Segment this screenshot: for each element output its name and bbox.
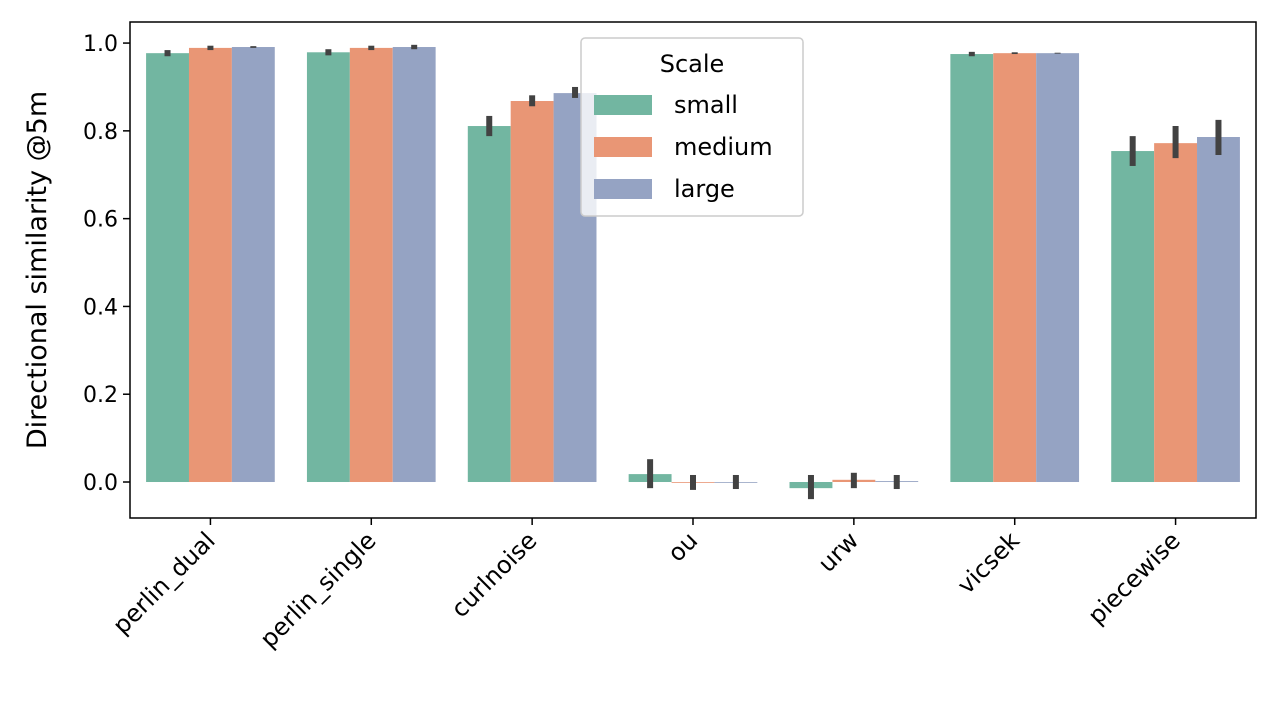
bar-small-vicsek <box>950 54 994 483</box>
bar-medium-curlnoise <box>510 101 554 483</box>
bar-large-piecewise <box>1197 137 1240 483</box>
legend-swatch-medium <box>594 137 652 157</box>
bar-large-perlin_single <box>392 47 436 483</box>
x-tick-label: ou <box>662 526 703 567</box>
legend-box <box>580 37 804 217</box>
bar-medium-vicsek <box>993 53 1037 483</box>
y-tick-label: 1.0 <box>83 32 118 57</box>
x-tick-label: urw <box>813 526 864 577</box>
x-axis: perlin_dual perlin_single curlnoise ou urw vi… <box>107 518 1186 653</box>
bar-large-vicsek <box>1036 53 1080 483</box>
y-tick-label: 0.0 <box>83 471 118 496</box>
bar-small-perlin_dual <box>146 53 189 483</box>
y-tick-label: 0.8 <box>83 120 118 145</box>
legend-swatch-small <box>594 95 652 115</box>
legend-label-large: large <box>674 175 735 203</box>
legend: Scale small medium large <box>580 37 804 217</box>
y-tick-label: 0.6 <box>83 208 118 233</box>
legend-label-small: small <box>674 91 738 119</box>
legend-label-medium: medium <box>674 133 773 161</box>
legend-title: Scale <box>660 50 725 78</box>
bar-medium-piecewise <box>1154 143 1198 483</box>
x-tick-label: vicsek <box>952 526 1025 599</box>
x-tick-label: perlin_single <box>255 526 382 653</box>
x-tick-label: perlin_dual <box>107 526 220 639</box>
bar-large-perlin_dual <box>231 47 275 483</box>
bar-small-perlin_single <box>306 52 350 483</box>
bar-medium-perlin_dual <box>188 47 232 483</box>
y-axis: 0.0 0.2 0.4 0.6 0.8 1.0 <box>83 32 130 496</box>
error-bars-layer <box>164 44 1222 500</box>
bar-small-piecewise <box>1111 151 1155 483</box>
legend-swatch-large <box>594 179 652 199</box>
bars-layer <box>146 47 1240 489</box>
y-tick-label: 0.4 <box>83 295 118 320</box>
bar-small-curlnoise <box>467 126 511 483</box>
x-tick-label: piecewise <box>1082 526 1185 629</box>
y-axis-label: Directional similarity @5m <box>22 91 53 449</box>
y-tick-label: 0.2 <box>83 383 118 408</box>
x-tick-label: curlnoise <box>446 526 543 623</box>
bar-medium-perlin_single <box>349 47 393 483</box>
